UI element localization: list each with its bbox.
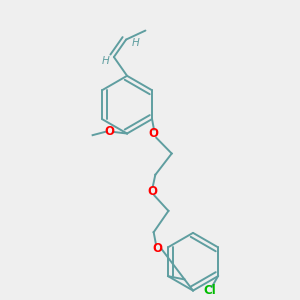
- Text: O: O: [152, 242, 162, 255]
- Text: O: O: [104, 125, 114, 138]
- Text: Cl: Cl: [203, 284, 216, 297]
- Text: O: O: [147, 185, 157, 198]
- Text: H: H: [131, 38, 139, 49]
- Text: H: H: [102, 56, 110, 66]
- Text: O: O: [149, 127, 159, 140]
